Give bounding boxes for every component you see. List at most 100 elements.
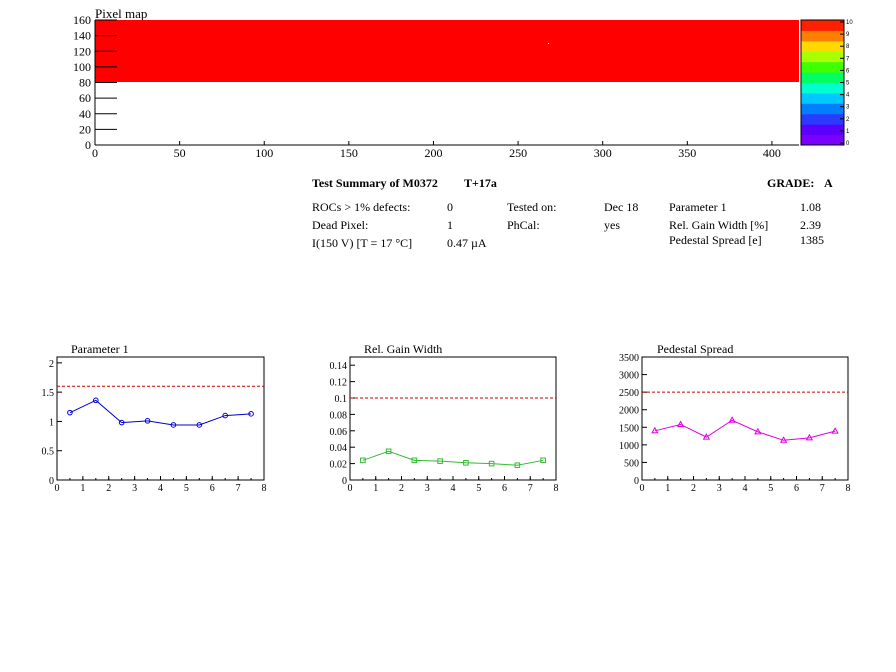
pixel-map-y-tick-label: 140 <box>73 29 91 43</box>
chart-x-tick-label: 8 <box>262 483 267 494</box>
summary-temperature: T+17a <box>464 176 497 190</box>
chart-y-tick-label: 1 <box>49 417 54 428</box>
palette-tick-label: 4 <box>846 93 850 99</box>
chart-panel: Rel. Gain Width 0 1 2 3 4 5 6 7 8 0 0.02 0.04 0.06 0.0… <box>330 342 559 494</box>
chart-x-tick-label: 1 <box>665 483 670 494</box>
chart-data-point <box>754 427 762 435</box>
chart-y-tick-label: 0 <box>49 476 54 487</box>
pixel-map-x-tick-label: 150 <box>340 146 358 160</box>
chart-frame <box>56 356 265 481</box>
chart-x-tick-label: 8 <box>554 483 559 494</box>
pixel-map-y-tick-label: 120 <box>73 44 91 58</box>
chart-y-tick-label: 1500 <box>619 423 639 434</box>
chart-x-tick-label: 6 <box>794 483 799 494</box>
phcal-label: PhCal: <box>507 218 540 232</box>
pixel-map-y-tick-label: 40 <box>79 107 91 121</box>
chart-x-tick-label: 5 <box>184 483 189 494</box>
chart-y-tick-label: 0 <box>342 476 347 487</box>
chart-y-tick-label: 0.1 <box>335 394 348 405</box>
chart-panel: Parameter 1 0 1 2 3 4 5 6 7 8 0 0.5 1 1.5 2 <box>42 342 267 494</box>
chart-y-tick-label: 0.06 <box>330 427 348 438</box>
gain-width-value: 2.39 <box>800 218 821 232</box>
chart-data-point <box>411 457 418 464</box>
palette-tick-label: 5 <box>846 81 850 87</box>
test-summary: Test Summary of M0372 T+17a GRADE: A ROC… <box>312 176 833 250</box>
chart-y-tick-label: 2 <box>49 359 54 370</box>
chart-y-tick-label: 0.12 <box>330 378 348 389</box>
palette-swatch <box>801 61 844 73</box>
palette-tick-label: 6 <box>846 68 850 74</box>
dead-pixel-value: 1 <box>447 218 453 232</box>
chart-x-tick-label: 7 <box>528 483 533 494</box>
pixel-map-y-tick-label: 100 <box>73 60 91 74</box>
pixel-map-x-tick-label: 100 <box>255 146 273 160</box>
palette-swatch <box>801 51 844 63</box>
chart-y-tick-label: 0 <box>634 476 639 487</box>
chart-series-line <box>362 450 544 466</box>
palette-tick-label: 7 <box>846 56 850 62</box>
chart-data-point <box>805 433 814 441</box>
palette-swatch <box>801 103 844 115</box>
chart-x-tick-label: 2 <box>399 483 404 494</box>
chart-data-point <box>222 412 228 419</box>
palette-tick-label: 10 <box>846 20 853 26</box>
parameter1-value: 1.08 <box>800 200 821 214</box>
pixel-map-y-tick-label: 20 <box>79 122 91 136</box>
rocs-defects-label: ROCs > 1% defects: <box>312 200 410 214</box>
pixel-map-y-tick-label: 60 <box>79 91 91 105</box>
chart-x-tick-label: 0 <box>55 483 60 494</box>
palette-tick-label: 8 <box>846 44 850 50</box>
chart-series-line <box>654 419 836 441</box>
palette-swatch <box>801 72 844 83</box>
chart-x-tick-label: 7 <box>236 483 241 494</box>
chart-y-tick-label: 500 <box>624 458 639 469</box>
chart-data-point <box>360 457 366 464</box>
chart-data-point <box>831 427 839 434</box>
chart-x-tick-label: 1 <box>80 483 85 494</box>
chart-x-tick-label: 3 <box>425 483 430 494</box>
parameter1-label: Parameter 1 <box>669 200 727 214</box>
chart-x-tick-label: 4 <box>743 483 748 494</box>
pixel-map-x-tick-label: 350 <box>678 146 696 160</box>
chart-data-point <box>118 419 125 426</box>
chart-data-point <box>170 422 177 428</box>
chart-y-tick-label: 2500 <box>619 388 639 399</box>
pixel-map-x-tick-label: 250 <box>509 146 527 160</box>
summary-title: Test Summary of M0372 <box>312 176 438 190</box>
rocs-defects-value: 0 <box>447 200 453 214</box>
chart-panel: Pedestal Spread 0 1 2 3 4 5 6 7 8 0 500 1000 1500 2000… <box>619 342 851 494</box>
pixel-map-title: Pixel map <box>95 6 147 21</box>
chart-x-tick-label: 1 <box>373 483 378 494</box>
chart-data-point <box>463 459 469 466</box>
pixel-map-y-tick-label: 80 <box>79 76 91 90</box>
chart-data-point <box>779 436 788 443</box>
chart-title: Pedestal Spread <box>657 342 733 356</box>
palette-swatch <box>801 40 844 52</box>
chart-x-tick-label: 7 <box>820 483 825 494</box>
chart-y-tick-label: 1.5 <box>42 388 55 399</box>
chart-y-tick-label: 0.04 <box>330 443 348 454</box>
chart-y-tick-label: 3500 <box>619 353 639 364</box>
grade-value: A <box>824 176 833 190</box>
phcal-value: yes <box>604 218 620 232</box>
pixel-map-filled-region <box>95 20 799 82</box>
palette-swatch <box>801 92 844 104</box>
chart-data-point <box>514 462 521 469</box>
chart-x-tick-label: 3 <box>717 483 722 494</box>
chart-data-point <box>67 409 73 416</box>
chart-x-tick-label: 5 <box>768 483 773 494</box>
palette-swatch <box>801 82 844 94</box>
dead-pixel-label: Dead Pixel: <box>312 218 368 232</box>
tested-on-value: Dec 18 <box>604 200 638 214</box>
chart-y-tick-label: 3000 <box>619 371 639 382</box>
tested-on-label: Tested on: <box>507 200 556 214</box>
chart-data-point <box>676 420 685 427</box>
chart-y-tick-label: 2000 <box>619 406 639 417</box>
chart-frame <box>641 356 849 481</box>
chart-x-tick-label: 5 <box>476 483 481 494</box>
chart-y-tick-label: 0.5 <box>42 447 55 458</box>
chart-data-point <box>144 418 151 424</box>
